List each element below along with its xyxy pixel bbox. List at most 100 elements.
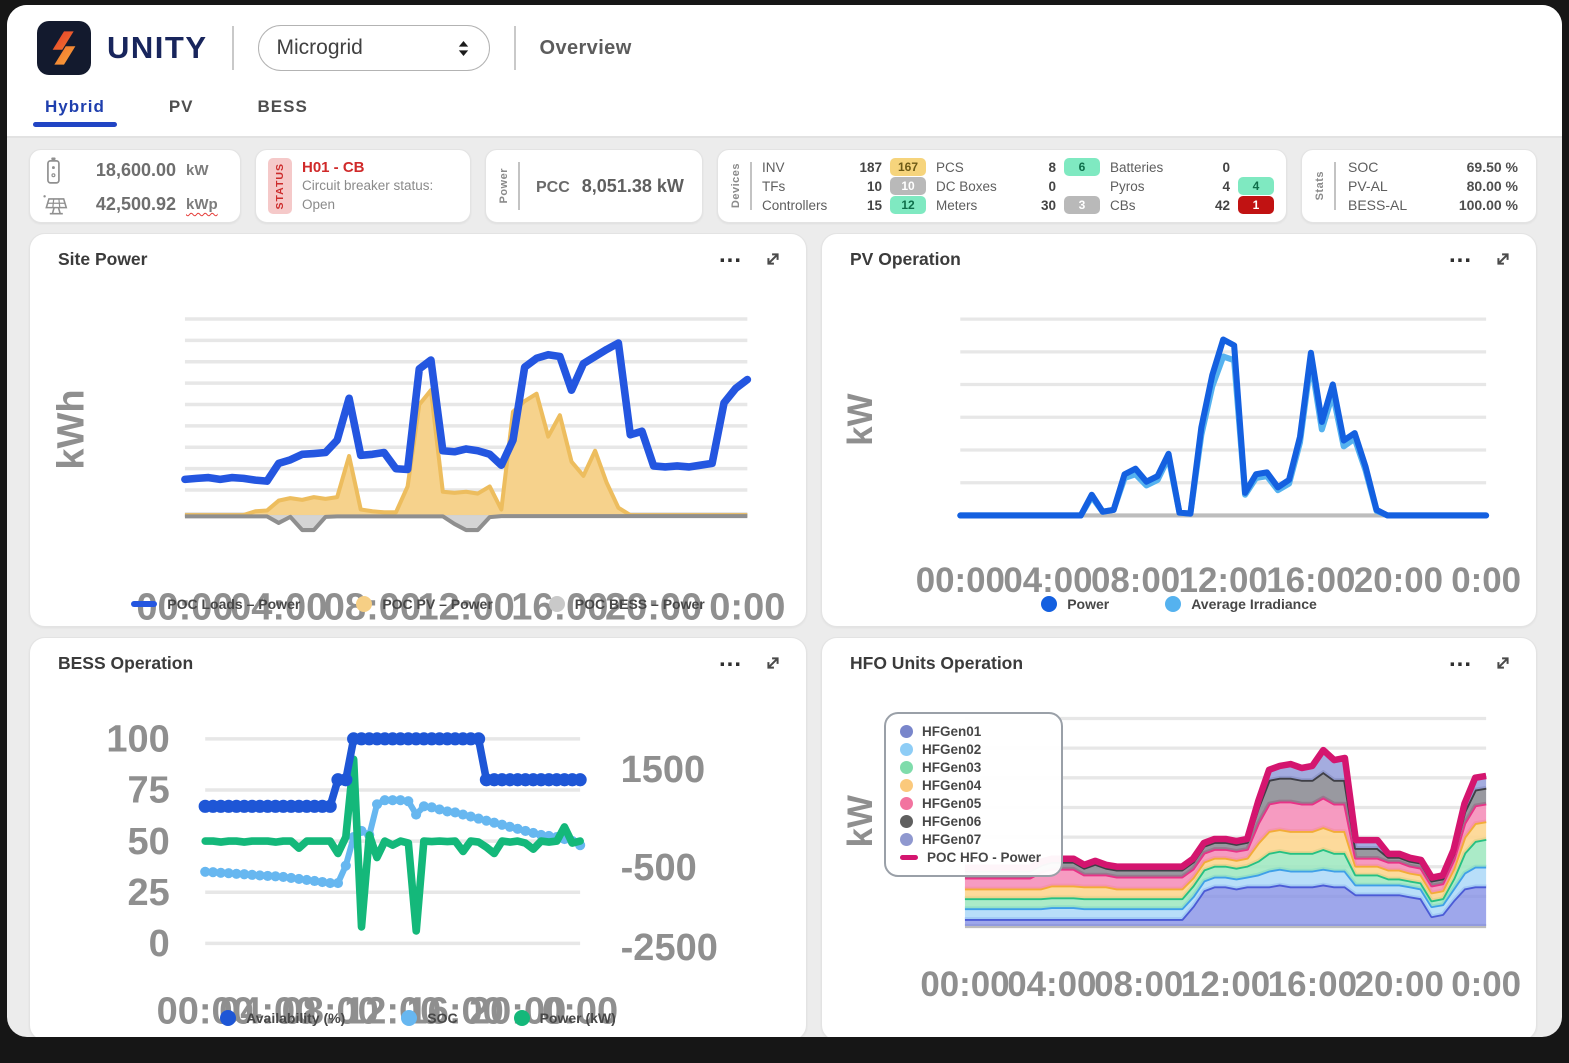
legend-item-hfgen06[interactable]: HFGen06 xyxy=(900,814,1041,829)
device-status-badge: 4 xyxy=(1238,177,1274,195)
svg-text:04:00: 04:00 xyxy=(230,586,327,627)
legend-item-soc[interactable]: SOC xyxy=(401,1010,458,1026)
svg-text:12:00: 12:00 xyxy=(418,586,515,627)
device-status-badge: 167 xyxy=(890,158,926,176)
legend-item-average-irradiance[interactable]: Average Irradiance xyxy=(1165,596,1317,612)
panel-menu-icon[interactable]: ... xyxy=(1448,645,1472,672)
device-row-inv: INV 187 167 xyxy=(762,158,926,177)
legend-item-poc-pv-power[interactable]: POC PV – Power xyxy=(356,596,493,612)
header: UNITY Microgrid Overview xyxy=(7,5,1562,91)
svg-text:12:00: 12:00 xyxy=(1179,561,1268,600)
tab-hybrid[interactable]: Hybrid xyxy=(33,91,117,127)
device-count: 15 xyxy=(866,197,882,213)
legend-item-power-kw-[interactable]: Power (kW) xyxy=(513,1010,616,1026)
app-window: UNITY Microgrid Overview Hybrid PV BESS xyxy=(7,5,1562,1037)
unity-logo xyxy=(37,21,91,75)
svg-text:04:00: 04:00 xyxy=(1007,965,1096,1004)
svg-text:75: 75 xyxy=(127,770,169,812)
battery-capacity-value: 18,600.00 xyxy=(95,160,176,180)
legend-swatch xyxy=(548,596,565,612)
devices-grid: INV 187 167 TFs 10 10 Controllers 15 12 PCS 8 6 DC B… xyxy=(762,156,1274,217)
legend-swatch xyxy=(401,1010,418,1026)
svg-text:20:00: 20:00 xyxy=(605,586,702,627)
panel-menu-icon[interactable]: ... xyxy=(1448,241,1472,268)
legend-item-hfgen03[interactable]: HFGen03 xyxy=(900,760,1041,775)
legend-swatch xyxy=(900,761,913,774)
stat-row-soc: SOC 69.50 % xyxy=(1348,158,1518,177)
device-count: 10 xyxy=(866,178,882,194)
legend-label: Power xyxy=(1067,596,1110,612)
device-count: 187 xyxy=(859,159,882,175)
panel-bess-operation: BESS Operation ... 100 75 50 25 0 1500 -500 -25… xyxy=(29,637,807,1037)
site-selector-value: Microgrid xyxy=(276,36,363,59)
legend-swatch xyxy=(1041,596,1058,612)
stat-value: 69.50 % xyxy=(1466,159,1518,175)
stat-value: 80.00 % xyxy=(1466,178,1518,194)
svg-text:00:00: 00:00 xyxy=(916,561,1005,600)
panel-title: BESS Operation xyxy=(58,652,194,673)
battery-icon xyxy=(47,156,60,184)
legend-item-poc-hfo-power[interactable]: POC HFO - Power xyxy=(900,850,1041,865)
legend-swatch xyxy=(1165,596,1182,612)
stats-side-label: Stats xyxy=(1314,171,1326,201)
battery-capacity-row: 18,600.00 kW xyxy=(42,156,228,186)
device-status-badge: 6 xyxy=(1064,158,1100,176)
tab-pv[interactable]: PV xyxy=(168,97,194,116)
expand-icon[interactable] xyxy=(1492,652,1514,674)
solar-panel-icon xyxy=(43,194,68,214)
card-divider xyxy=(518,162,520,210)
card-divider xyxy=(750,162,752,210)
legend-item-hfgen04[interactable]: HFGen04 xyxy=(900,778,1041,793)
status-side-label: STATUS xyxy=(274,162,286,210)
legend-item-poc-loads-power[interactable]: POC Loads – Power xyxy=(131,596,300,612)
svg-text:20:00: 20:00 xyxy=(1355,965,1444,1004)
svg-text:08:00: 08:00 xyxy=(324,586,421,627)
legend-label: Availability (%) xyxy=(246,1010,346,1026)
svg-text:20:00: 20:00 xyxy=(1354,561,1443,600)
legend-label: POC PV – Power xyxy=(382,596,493,612)
legend-swatch xyxy=(900,797,913,810)
legend-swatch xyxy=(513,1010,530,1026)
legend-item-poc-bess-power[interactable]: POC BESS – Power xyxy=(548,596,705,612)
device-row-pyros: Pyros 4 4 xyxy=(1110,177,1274,196)
legend-label: HFGen05 xyxy=(922,796,982,811)
svg-text:04:00: 04:00 xyxy=(1003,561,1092,600)
expand-icon[interactable] xyxy=(762,248,784,270)
device-row-batteries: Batteries 0 xyxy=(1110,158,1274,177)
device-count: 8 xyxy=(1048,159,1056,175)
devices-card: Devices INV 187 167 TFs 10 10 Controllers 15 12 P… xyxy=(717,149,1287,223)
stat-row-bess-al: BESS-AL 100.00 % xyxy=(1348,196,1518,215)
svg-text:-500: -500 xyxy=(621,847,697,889)
breaker-id: H01 - CB xyxy=(302,158,365,176)
breaker-status-line2: Open xyxy=(302,196,336,212)
legend-item-hfgen05[interactable]: HFGen05 xyxy=(900,796,1041,811)
legend-item-hfgen01[interactable]: HFGen01 xyxy=(900,724,1041,739)
svg-text:16:00: 16:00 xyxy=(407,990,504,1032)
panel-menu-icon[interactable]: ... xyxy=(718,241,742,268)
expand-icon[interactable] xyxy=(762,652,784,674)
brand-name: UNITY xyxy=(107,30,208,65)
legend-item-hfgen07[interactable]: HFGen07 xyxy=(900,832,1041,847)
device-count: 0 xyxy=(1222,159,1230,175)
power-side-label: Power xyxy=(498,168,510,204)
legend-item-power[interactable]: Power xyxy=(1041,596,1109,612)
panel-menu-icon[interactable]: ... xyxy=(718,645,742,672)
legend-item-availability-[interactable]: Availability (%) xyxy=(220,1010,345,1026)
legend-label: POC HFO - Power xyxy=(927,850,1042,865)
expand-icon[interactable] xyxy=(1492,248,1514,270)
tab-bess[interactable]: BESS xyxy=(257,97,308,116)
legend-swatch xyxy=(900,855,918,860)
legend-label: Power (kW) xyxy=(539,1010,616,1026)
legend-item-hfgen02[interactable]: HFGen02 xyxy=(900,742,1041,757)
device-status-badge: 3 xyxy=(1064,196,1100,214)
legend-swatch xyxy=(356,596,373,612)
devices-column: Batteries 0 Pyros 4 4 CBs 42 1 xyxy=(1110,156,1274,217)
legend-swatch xyxy=(900,725,913,738)
svg-text:1500: 1500 xyxy=(621,749,706,791)
site-selector-dropdown[interactable]: Microgrid xyxy=(257,25,490,71)
pv-operation-legend: Power Average Irradiance xyxy=(822,588,1536,620)
stats-card: Stats SOC 69.50 % PV-AL 80.00 % BESS-AL 100.0… xyxy=(1301,149,1537,223)
device-row-pcs: PCS 8 6 xyxy=(936,158,1100,177)
